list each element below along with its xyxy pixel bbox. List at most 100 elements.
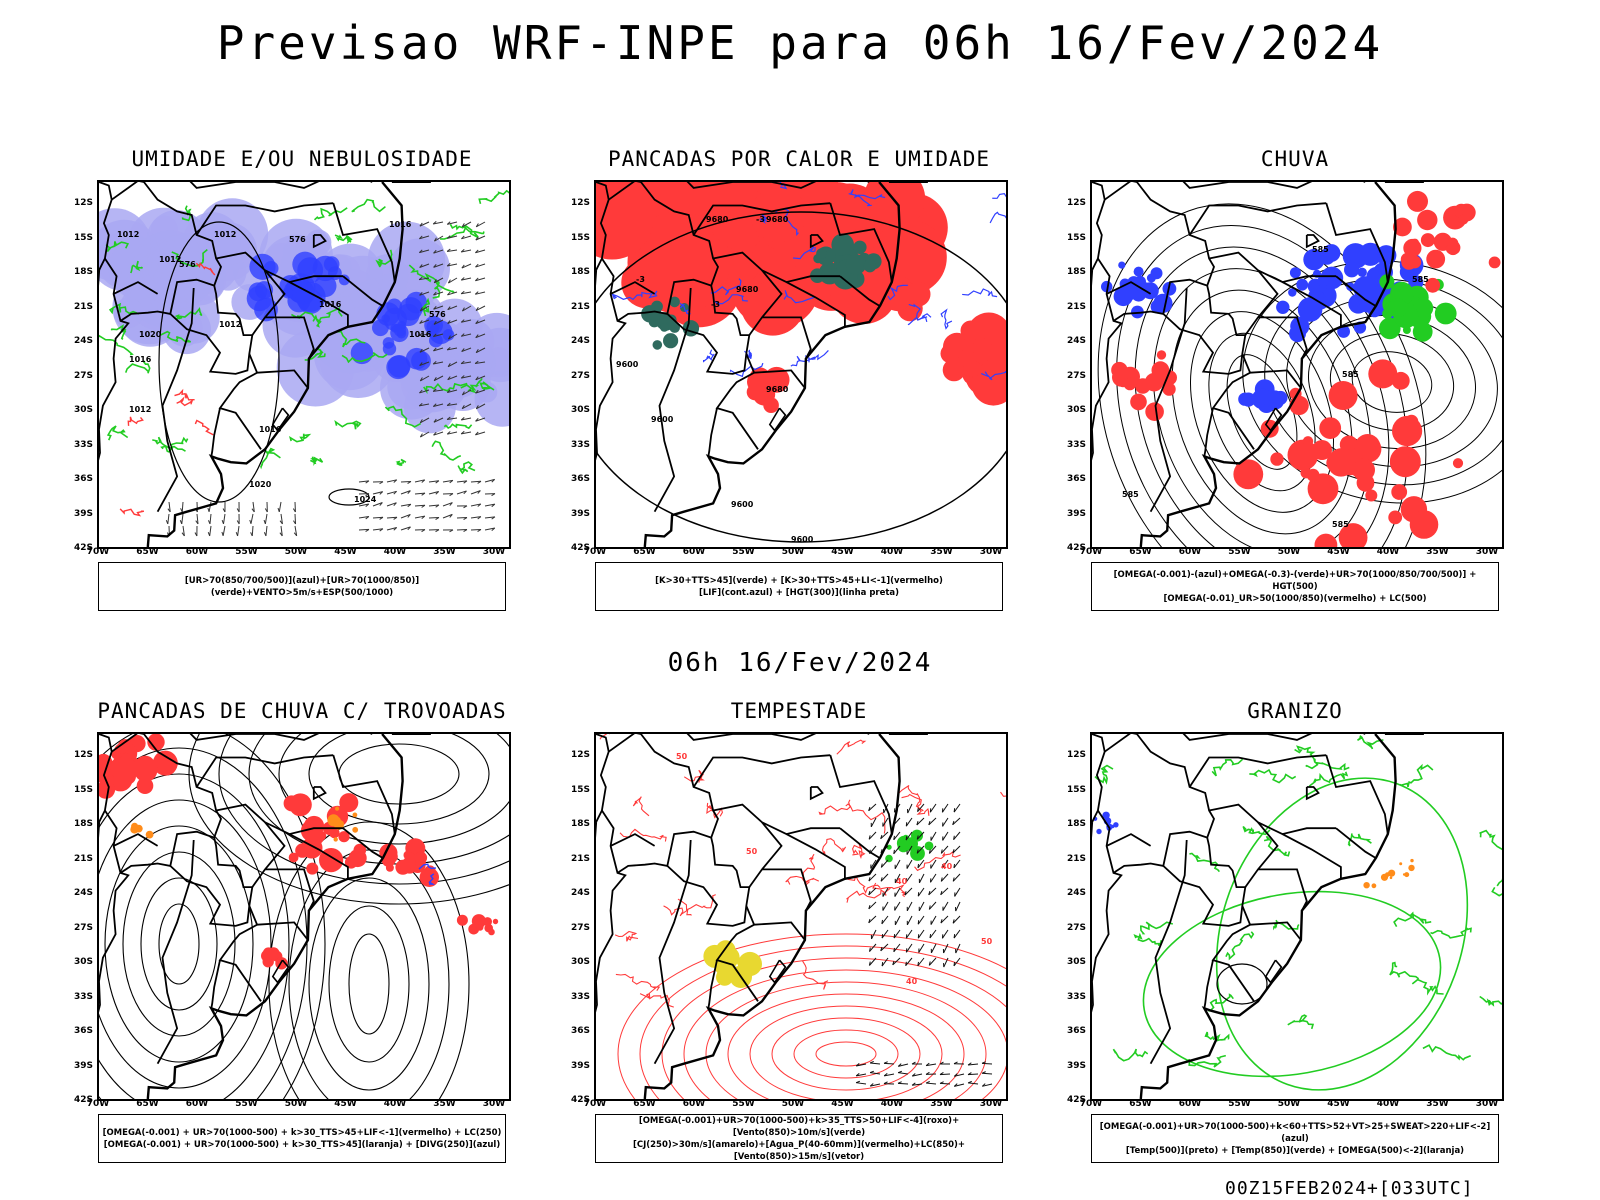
contour-label: 40 <box>896 877 908 886</box>
lon-tick-label: 40W <box>1376 547 1400 557</box>
contour-label: 1012 <box>159 255 181 264</box>
contour-label: 9600 <box>616 360 639 369</box>
lon-tick-label: 60W <box>1178 1099 1202 1109</box>
legend-line: [LIF](cont.azul) + [HGT(300)](linha pret… <box>698 587 900 598</box>
lat-tick-label: 36S <box>73 474 93 484</box>
map-chuva: 585 585 585 585 585 <box>1090 180 1504 549</box>
legend-line: [CJ(250)>30m/s](amarelo)+[Agua_P(40-60mm… <box>632 1139 966 1162</box>
contour-label: 1016 <box>389 220 412 229</box>
lon-tick-label: 70W <box>86 1099 110 1109</box>
lon-tick-label: 50W <box>781 547 805 557</box>
lat-tick-label: 15S <box>1066 784 1086 795</box>
map-pancadas-trovoadas <box>97 732 511 1101</box>
lat-tick-label: 42S <box>570 543 590 553</box>
lat-tick-label: 15S <box>1066 232 1086 243</box>
lon-tick-label: 65W <box>633 547 656 557</box>
lat-tick-label: 39S <box>73 1060 93 1071</box>
contour-label: 40 <box>941 862 953 871</box>
lat-tick-label: 18S <box>570 267 590 277</box>
lat-tick-label: 12S <box>570 198 590 208</box>
lat-tick-label: 21S <box>570 301 590 312</box>
panel-title-tempestade: TEMPESTADE <box>730 699 868 723</box>
lat-tick-label: 39S <box>1066 508 1086 519</box>
lat-tick-label: 18S <box>1066 267 1086 277</box>
lon-tick-label: 40W <box>1376 1099 1400 1109</box>
lon-tick-label: 40W <box>880 1099 904 1109</box>
map-plot-tempestade: 50 50 40 40 40 50 <box>596 734 1006 1099</box>
lon-tick-label: 70W <box>583 547 607 557</box>
lon-tick-label: 30W <box>1475 1099 1499 1109</box>
lon-tick-label: 50W <box>1277 547 1301 557</box>
lat-tick-label: 21S <box>73 853 93 864</box>
lat-tick-label: 24S <box>1066 336 1086 346</box>
lat-tick-label: 12S <box>1066 750 1086 760</box>
lat-tick-label: 24S <box>73 888 93 898</box>
legend-line: [OMEGA(-0.001)+UR>70(1000-500)+k<60+TTS>… <box>1099 1121 1491 1144</box>
lat-tick-label: 27S <box>570 922 590 933</box>
lon-tick-label: 45W <box>831 1099 854 1109</box>
lat-tick-label: 42S <box>1066 1095 1086 1105</box>
map-tempestade: 50 50 40 40 40 50 <box>594 732 1008 1101</box>
legend-tempestade: [OMEGA(-0.001)+UR>70(1000-500)+k>35_TTS>… <box>595 1114 1003 1163</box>
legend-line: [UR>70(850/700/500)](azul)+[UR>70(1000/8… <box>184 575 420 598</box>
lon-tick-label: 50W <box>284 547 308 557</box>
lon-tick-label: 45W <box>334 547 357 557</box>
lat-tick-label: 36S <box>570 474 590 484</box>
contour-label: 9680 <box>706 215 729 224</box>
lon-tick-label: 30W <box>1475 547 1499 557</box>
lon-tick-label: 50W <box>1277 1099 1301 1109</box>
contour-label: 1012 <box>214 230 236 239</box>
lon-tick-label: 35W <box>930 547 953 557</box>
contour-label: 585 <box>1342 370 1359 379</box>
lat-tick-label: 12S <box>73 750 93 760</box>
lat-tick-label: 36S <box>1066 1026 1086 1036</box>
legend-pancadas-calor: [K>30+TTS>45](verde) + [K>30+TTS>45+LI<-… <box>595 562 1003 611</box>
contour-label: 1024 <box>354 495 377 504</box>
lon-tick-label: 65W <box>633 1099 656 1109</box>
lat-tick-label: 15S <box>570 232 590 243</box>
lat-tick-label: 27S <box>73 922 93 933</box>
lat-tick-label: 18S <box>73 819 93 829</box>
lat-tick-label: 36S <box>1066 474 1086 484</box>
legend-chuva: [OMEGA(-0.001)-(azul)+OMEGA(-0.3)-(verde… <box>1091 562 1499 611</box>
contour-label: 9680 <box>766 385 789 394</box>
contour-label: 585 <box>1312 245 1329 254</box>
lat-tick-label: 42S <box>73 543 93 553</box>
contour-label: 585 <box>1122 490 1139 499</box>
lon-tick-label: 60W <box>682 1099 706 1109</box>
contour-label: 585 <box>1412 275 1429 284</box>
lon-tick-label: 65W <box>1129 1099 1152 1109</box>
contour-label: 1016 <box>129 355 152 364</box>
map-plot-chuva: 585 585 585 585 585 <box>1092 182 1502 547</box>
lat-tick-label: 12S <box>73 198 93 208</box>
legend-line: [OMEGA(-0.001) + UR>70(1000-500) + k>30_… <box>102 1127 502 1138</box>
lon-tick-label: 60W <box>682 547 706 557</box>
map-granizo <box>1090 732 1504 1101</box>
lon-tick-label: 55W <box>1228 1099 1251 1109</box>
contour-label: 576 <box>429 310 446 319</box>
lat-tick-label: 21S <box>570 853 590 864</box>
lat-tick-label: 27S <box>1066 370 1086 381</box>
contour-label: 576 <box>289 235 306 244</box>
lat-tick-label: 15S <box>570 784 590 795</box>
lat-tick-label: 30S <box>1066 957 1086 967</box>
lat-tick-label: 30S <box>570 405 590 415</box>
legend-line: [OMEGA(-0.001)-(azul)+OMEGA(-0.3)-(verde… <box>1113 569 1477 592</box>
lat-tick-label: 12S <box>570 750 590 760</box>
contour-label: 9600 <box>791 535 814 544</box>
contour-label: 9600 <box>731 500 754 509</box>
lat-tick-label: 30S <box>570 957 590 967</box>
lon-tick-label: 70W <box>1079 1099 1103 1109</box>
legend-line: [K>30+TTS>45](verde) + [K>30+TTS>45+LI<-… <box>655 575 943 586</box>
lat-tick-label: 30S <box>1066 405 1086 415</box>
panel-title-umidade: UMIDADE E/OU NEBULOSIDADE <box>131 147 473 171</box>
lat-tick-label: 33S <box>570 991 590 1002</box>
lat-tick-label: 24S <box>570 336 590 346</box>
lat-tick-label: 18S <box>73 267 93 277</box>
lat-tick-label: 30S <box>73 405 93 415</box>
panel-title-pancadas-calor: PANCADAS POR CALOR E UMIDADE <box>607 147 990 171</box>
contour-label: 1016 <box>409 330 432 339</box>
contour-label: 576 <box>179 260 196 269</box>
lat-tick-label: 33S <box>73 991 93 1002</box>
contour-label: 1020 <box>249 480 272 489</box>
